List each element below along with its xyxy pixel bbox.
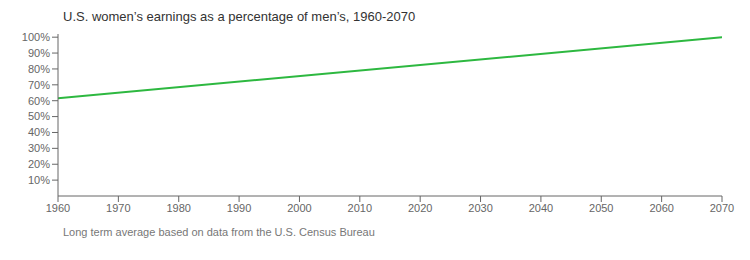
svg-text:40%: 40% <box>28 126 50 138</box>
svg-text:1970: 1970 <box>106 202 130 214</box>
svg-text:1980: 1980 <box>166 202 190 214</box>
svg-text:20%: 20% <box>28 158 50 170</box>
svg-text:90%: 90% <box>28 47 50 59</box>
svg-text:2050: 2050 <box>589 202 613 214</box>
svg-text:80%: 80% <box>28 63 50 75</box>
svg-text:2060: 2060 <box>649 202 673 214</box>
svg-text:2040: 2040 <box>529 202 553 214</box>
svg-text:2010: 2010 <box>348 202 372 214</box>
html-text:Long term average based on dat: Long term average based on data from the… <box>63 226 375 238</box>
svg-text:1960: 1960 <box>46 202 70 214</box>
svg-text:10%: 10% <box>28 174 50 186</box>
svg-text:2020: 2020 <box>408 202 432 214</box>
svg-text:70%: 70% <box>28 79 50 91</box>
svg-text:60%: 60% <box>28 95 50 107</box>
svg-text:30%: 30% <box>28 142 50 154</box>
svg-text:50%: 50% <box>28 110 50 122</box>
svg-text:2030: 2030 <box>468 202 492 214</box>
svg-text:100%: 100% <box>22 31 50 43</box>
svg-text:2000: 2000 <box>287 202 311 214</box>
html-text:U.S. women’s earnings as a per: U.S. women’s earnings as a percentage of… <box>63 9 416 24</box>
svg-text:2070: 2070 <box>710 202 734 214</box>
svg-text:1990: 1990 <box>227 202 251 214</box>
